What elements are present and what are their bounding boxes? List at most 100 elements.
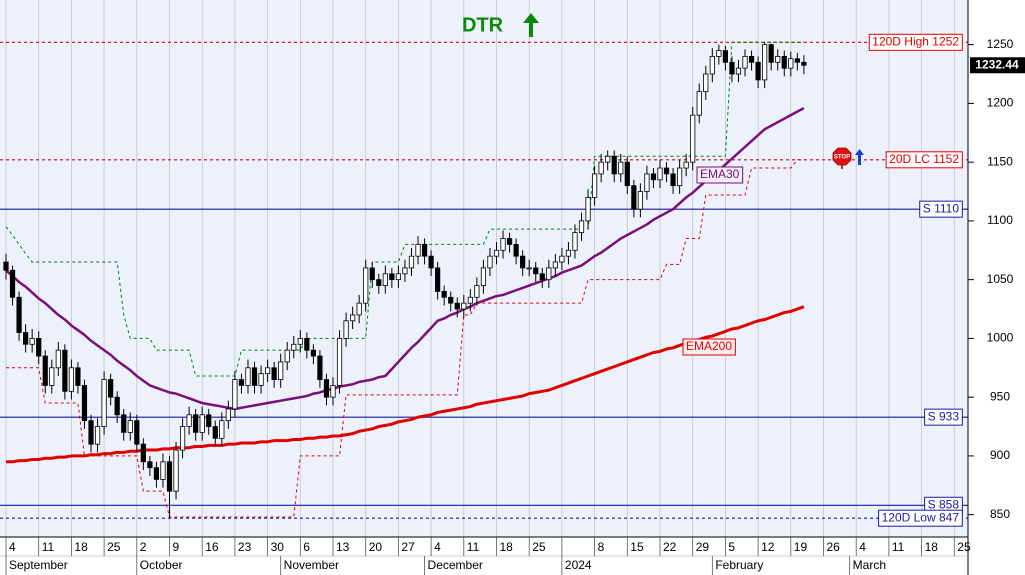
level-label-box (885, 151, 963, 169)
y-tick-label: 1250 (987, 37, 1014, 51)
candle-body (284, 349, 290, 363)
candle-body (356, 302, 362, 316)
candle-body (657, 167, 663, 181)
x-tick-label: 20 (369, 540, 383, 554)
candles (3, 42, 807, 519)
candle-body (755, 61, 761, 81)
candle-body (395, 273, 402, 281)
candle-body (618, 161, 624, 175)
candle-body (212, 426, 218, 439)
month-label: October (140, 558, 183, 572)
candle-body (578, 220, 585, 234)
candle-body (166, 461, 173, 492)
candle-body (696, 91, 702, 116)
x-tick-label: 12 (761, 540, 775, 554)
candle-body (199, 414, 205, 433)
candle-body (448, 296, 454, 304)
series-label-box (696, 166, 744, 184)
x-tick-label: 18 (925, 540, 939, 554)
candle-body (552, 261, 558, 269)
candle-body (297, 338, 303, 345)
candle-body (350, 314, 356, 322)
candle-body (722, 50, 729, 63)
candle-body (179, 426, 186, 451)
x-tick-label: 26 (827, 540, 841, 554)
candle-body (506, 238, 513, 245)
x-tick-label: 11 (467, 540, 480, 554)
candle-body (330, 385, 336, 398)
candle-body (559, 255, 565, 263)
candle-body (251, 367, 258, 386)
candle-body (264, 367, 271, 375)
candle-body (513, 244, 519, 257)
candle-body (454, 302, 460, 310)
candle-body (703, 73, 709, 93)
labels: 120D High 1252 20D LC 1152 S 1110 S 933 S 85… (682, 33, 963, 527)
candle-body (49, 367, 55, 386)
last-price-tag (970, 57, 1025, 74)
candle-body (94, 426, 101, 445)
candle-body (526, 267, 532, 270)
candle-body (520, 255, 526, 269)
month-label: February (715, 558, 763, 572)
candle-body (428, 255, 434, 269)
candle-body (323, 379, 330, 398)
candle-body (716, 50, 722, 57)
candle-body (310, 349, 316, 357)
candle-body (592, 173, 598, 198)
x-tick-label: 5 (728, 540, 735, 554)
candle-body (134, 420, 140, 445)
candle-body (363, 267, 369, 304)
candle-body (389, 273, 395, 281)
candle-body (801, 61, 807, 66)
candle-body (762, 44, 768, 81)
candle-body (101, 379, 107, 427)
candle-body (75, 367, 81, 386)
candle-body (605, 155, 611, 163)
candle-body (480, 267, 487, 286)
candle-body (781, 56, 787, 69)
candle-body (487, 255, 493, 269)
month-label: 2024 (565, 558, 592, 572)
x-tick-label: 9 (173, 540, 180, 554)
candle-body (140, 443, 146, 463)
candle-body (304, 338, 310, 351)
candle-body (193, 414, 199, 433)
x-tick-label: 11 (42, 540, 55, 554)
candle-body (474, 285, 480, 298)
candle-body (585, 197, 591, 222)
candle-body (206, 414, 212, 427)
ema-line (5, 107, 805, 411)
lines (5, 41, 805, 518)
candle-body (225, 408, 231, 422)
axis-background (968, 0, 1025, 575)
x-tick-label: 22 (663, 540, 677, 554)
y-tick-label: 1150 (987, 154, 1013, 168)
signal: DTR (462, 13, 539, 37)
candle-body (598, 161, 604, 175)
stop-arrow (855, 149, 864, 165)
candle-body (408, 255, 415, 269)
stop-icon: STOP (832, 147, 864, 169)
level-label: 120D High 1252 (872, 34, 959, 48)
x-tick-label: 16 (205, 540, 219, 554)
candle-body (794, 58, 800, 63)
candle-body (16, 296, 22, 333)
candle-body (644, 173, 650, 192)
x-tick-label: 30 (271, 540, 285, 554)
candle-body (382, 273, 388, 286)
candle-body (500, 238, 506, 251)
series-label-box (682, 338, 736, 356)
level-label: S 858 (928, 497, 960, 511)
x-tick-label: 19 (794, 540, 808, 554)
x-tick-label: 8 (598, 540, 605, 554)
candle-body (748, 56, 755, 63)
candle-body (435, 267, 441, 292)
candle-body (539, 273, 545, 281)
x-tick-label: 13 (336, 540, 350, 554)
x-tick-label: 18 (500, 540, 514, 554)
month-label: November (284, 558, 339, 572)
x-tick-label: 4 (859, 540, 866, 554)
